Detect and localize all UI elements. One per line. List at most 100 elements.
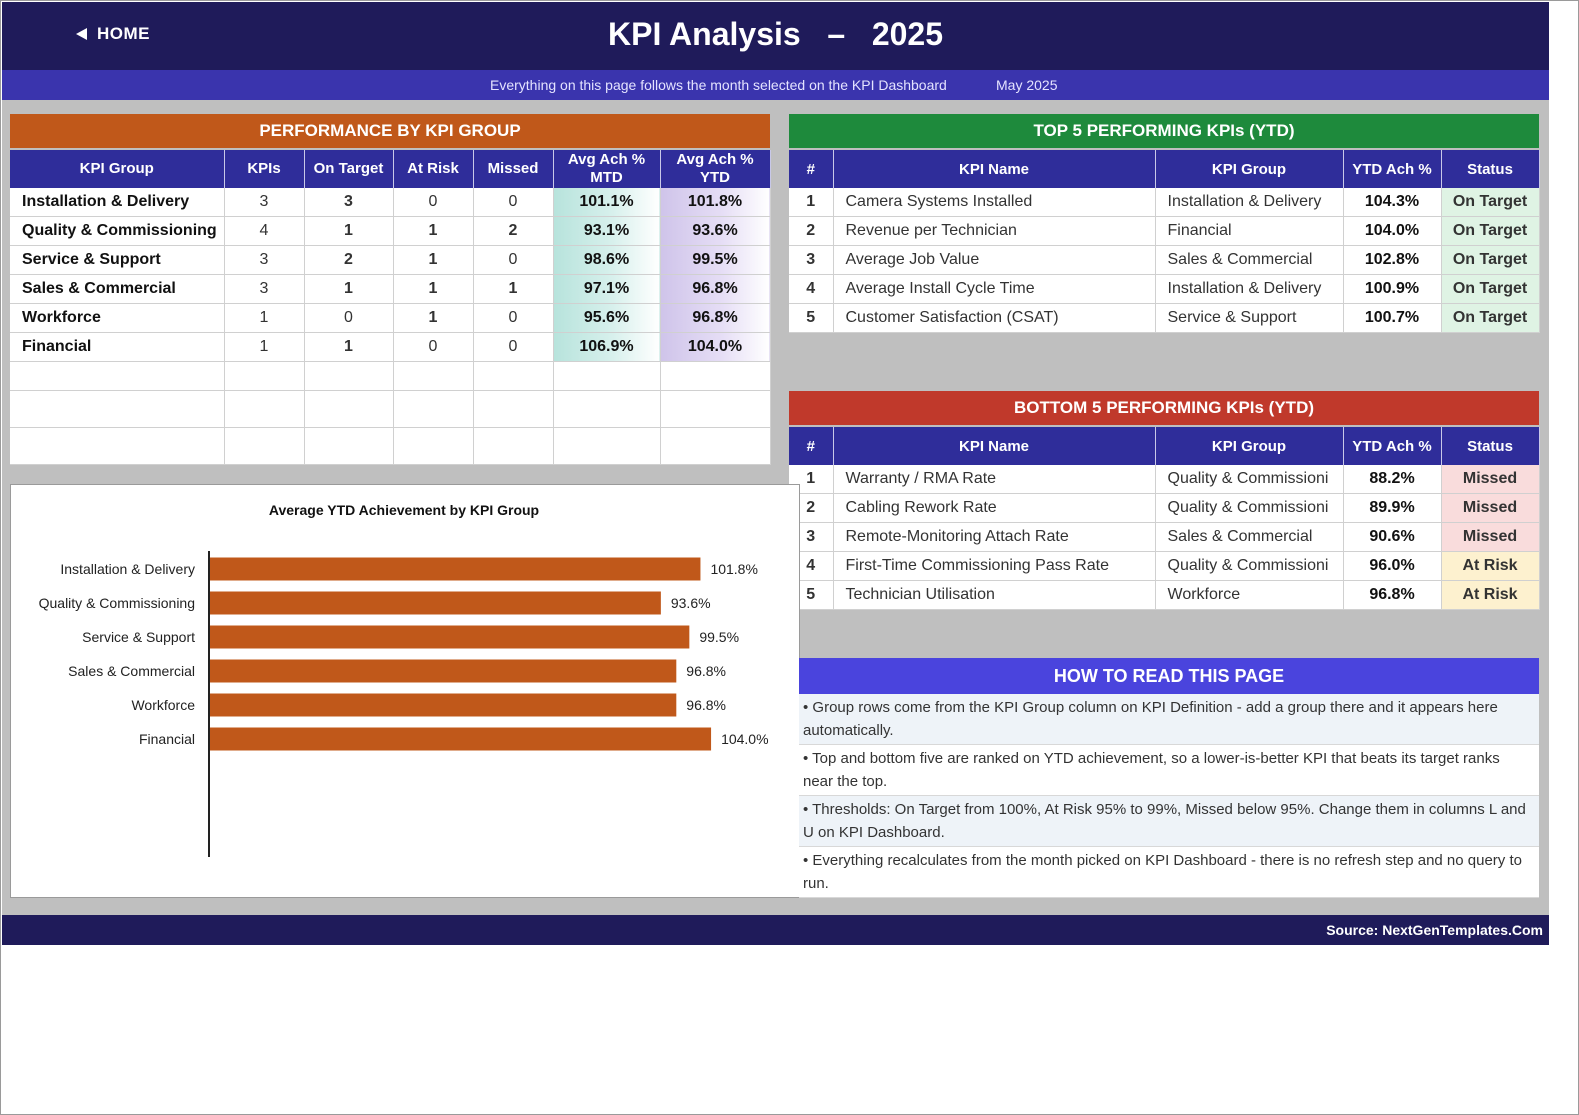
at-risk-count[interactable]: 1 [393,216,474,246]
on-target-count[interactable]: 1 [304,274,394,304]
empty-cell[interactable] [10,361,225,391]
empty-cell[interactable] [10,427,225,465]
rank[interactable]: 2 [789,216,834,246]
avg-mtd[interactable]: 97.1% [553,274,661,304]
empty-cell[interactable] [304,390,394,428]
at-risk-count[interactable]: 1 [393,245,474,275]
missed-count[interactable]: 0 [473,332,554,362]
at-risk-count[interactable]: 0 [393,188,474,217]
empty-cell[interactable] [304,427,394,465]
kpi-group[interactable]: Financial [1155,216,1344,246]
empty-cell[interactable] [393,390,474,428]
kpi-group[interactable]: Quality & Commissioni [1155,493,1344,523]
ytd-ach[interactable]: 90.6% [1343,522,1442,552]
avg-ytd[interactable]: 93.6% [660,216,771,246]
empty-cell[interactable] [10,390,225,428]
missed-count[interactable]: 0 [473,303,554,333]
empty-cell[interactable] [224,427,305,465]
avg-mtd[interactable]: 95.6% [553,303,661,333]
empty-cell[interactable] [473,361,554,391]
kpi-name[interactable]: Technician Utilisation [833,580,1156,610]
on-target-count[interactable]: 1 [304,332,394,362]
rank[interactable]: 3 [789,245,834,275]
avg-ytd[interactable]: 104.0% [660,332,771,362]
ytd-ach[interactable]: 104.3% [1343,188,1442,217]
missed-count[interactable]: 1 [473,274,554,304]
group-name[interactable]: Quality & Commissioning [10,216,225,246]
avg-mtd[interactable]: 106.9% [553,332,661,362]
on-target-count[interactable]: 2 [304,245,394,275]
kpi-group[interactable]: Workforce [1155,580,1344,610]
missed-count[interactable]: 0 [473,245,554,275]
home-button[interactable]: HOME [76,24,150,44]
kpi-count[interactable]: 1 [224,332,305,362]
status-badge[interactable]: On Target [1441,188,1540,217]
group-name[interactable]: Installation & Delivery [10,188,225,217]
kpi-count[interactable]: 3 [224,274,305,304]
avg-ytd[interactable]: 101.8% [660,188,771,217]
empty-cell[interactable] [304,361,394,391]
avg-mtd[interactable]: 98.6% [553,245,661,275]
empty-cell[interactable] [553,361,661,391]
empty-cell[interactable] [224,390,305,428]
kpi-name[interactable]: Cabling Rework Rate [833,493,1156,523]
avg-ytd[interactable]: 96.8% [660,274,771,304]
avg-ytd[interactable]: 96.8% [660,303,771,333]
status-badge[interactable]: At Risk [1441,551,1540,581]
group-name[interactable]: Workforce [10,303,225,333]
group-name[interactable]: Financial [10,332,225,362]
at-risk-count[interactable]: 0 [393,332,474,362]
kpi-name[interactable]: Customer Satisfaction (CSAT) [833,303,1156,333]
kpi-name[interactable]: Average Install Cycle Time [833,274,1156,304]
status-badge[interactable]: Missed [1441,522,1540,552]
ytd-achievement-chart[interactable]: Average YTD Achievement by KPI Group Inst… [10,484,800,898]
kpi-count[interactable]: 1 [224,303,305,333]
kpi-name[interactable]: First-Time Commissioning Pass Rate [833,551,1156,581]
ytd-ach[interactable]: 102.8% [1343,245,1442,275]
empty-cell[interactable] [553,390,661,428]
avg-mtd[interactable]: 93.1% [553,216,661,246]
missed-count[interactable]: 0 [473,188,554,217]
status-badge[interactable]: On Target [1441,216,1540,246]
at-risk-count[interactable]: 1 [393,303,474,333]
empty-cell[interactable] [224,361,305,391]
empty-cell[interactable] [660,390,771,428]
avg-mtd[interactable]: 101.1% [553,188,661,217]
ytd-ach[interactable]: 96.8% [1343,580,1442,610]
on-target-count[interactable]: 3 [304,188,394,217]
kpi-name[interactable]: Average Job Value [833,245,1156,275]
empty-cell[interactable] [473,427,554,465]
status-badge[interactable]: On Target [1441,303,1540,333]
at-risk-count[interactable]: 1 [393,274,474,304]
avg-ytd[interactable]: 99.5% [660,245,771,275]
kpi-count[interactable]: 3 [224,245,305,275]
kpi-group[interactable]: Sales & Commercial [1155,245,1344,275]
ytd-ach[interactable]: 104.0% [1343,216,1442,246]
empty-cell[interactable] [473,390,554,428]
status-badge[interactable]: Missed [1441,493,1540,523]
ytd-ach[interactable]: 89.9% [1343,493,1442,523]
kpi-group[interactable]: Sales & Commercial [1155,522,1344,552]
on-target-count[interactable]: 0 [304,303,394,333]
empty-cell[interactable] [660,427,771,465]
kpi-group[interactable]: Quality & Commissioni [1155,551,1344,581]
kpi-name[interactable]: Remote-Monitoring Attach Rate [833,522,1156,552]
rank[interactable]: 1 [789,188,834,217]
kpi-group[interactable]: Service & Support [1155,303,1344,333]
group-name[interactable]: Sales & Commercial [10,274,225,304]
group-name[interactable]: Service & Support [10,245,225,275]
empty-cell[interactable] [660,361,771,391]
rank[interactable]: 4 [789,274,834,304]
kpi-group[interactable]: Installation & Delivery [1155,188,1344,217]
kpi-name[interactable]: Warranty / RMA Rate [833,465,1156,494]
empty-cell[interactable] [553,427,661,465]
rank[interactable]: 5 [789,303,834,333]
kpi-name[interactable]: Camera Systems Installed [833,188,1156,217]
kpi-group[interactable]: Quality & Commissioni [1155,465,1344,494]
kpi-name[interactable]: Revenue per Technician [833,216,1156,246]
empty-cell[interactable] [393,427,474,465]
ytd-ach[interactable]: 100.9% [1343,274,1442,304]
ytd-ach[interactable]: 100.7% [1343,303,1442,333]
missed-count[interactable]: 2 [473,216,554,246]
status-badge[interactable]: On Target [1441,274,1540,304]
